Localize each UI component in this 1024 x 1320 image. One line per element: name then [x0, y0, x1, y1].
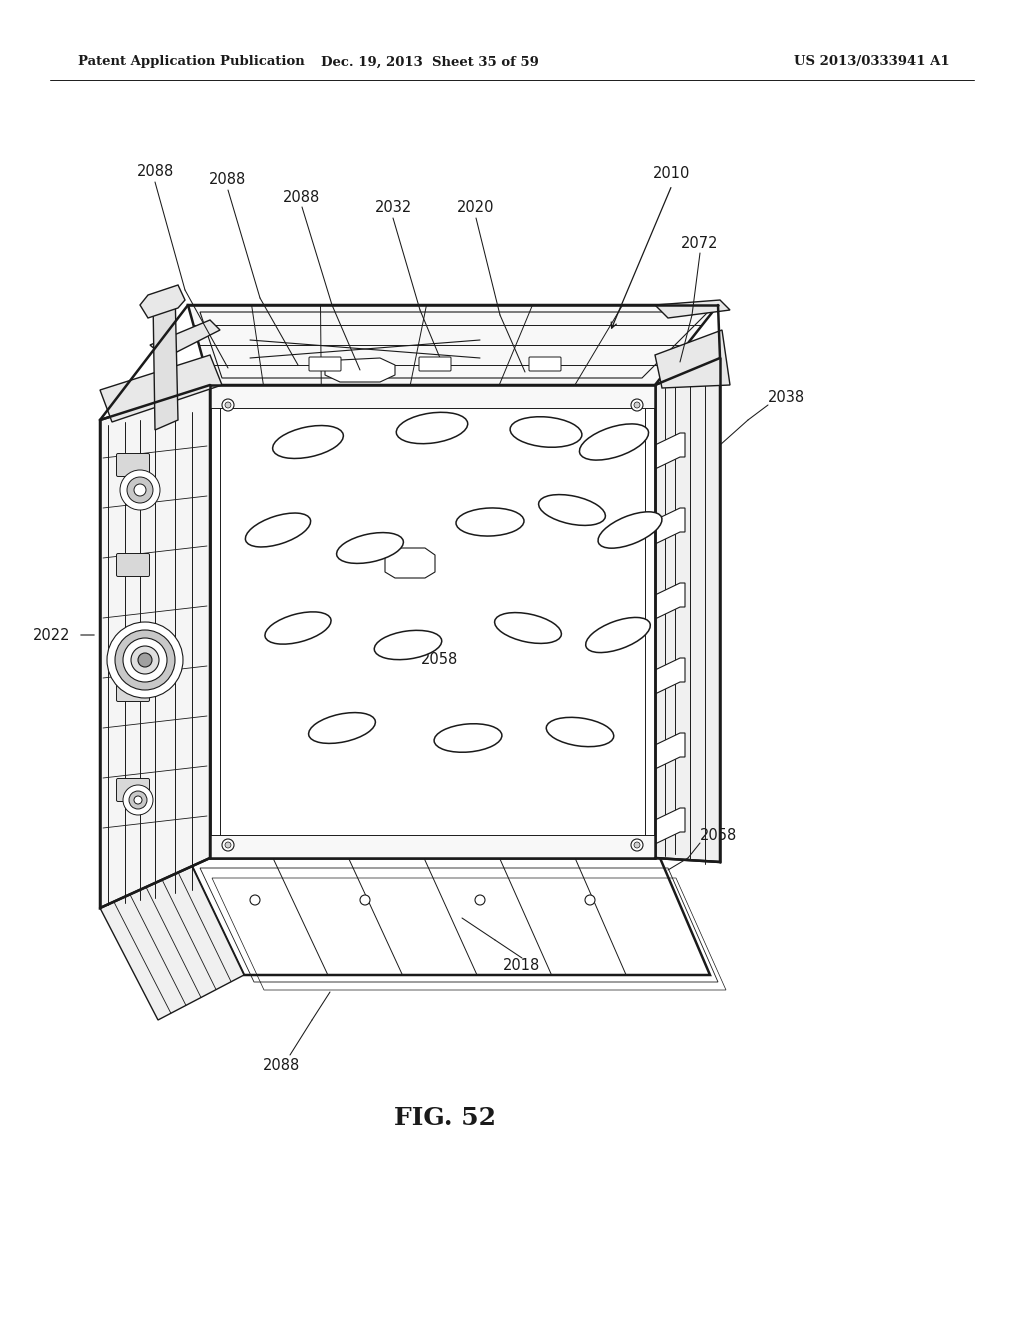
Text: 2038: 2038: [768, 391, 805, 405]
Polygon shape: [210, 385, 655, 858]
Text: Dec. 19, 2013  Sheet 35 of 59: Dec. 19, 2013 Sheet 35 of 59: [322, 55, 539, 69]
Polygon shape: [140, 285, 185, 318]
Circle shape: [585, 895, 595, 906]
FancyBboxPatch shape: [117, 454, 150, 477]
FancyBboxPatch shape: [117, 779, 150, 801]
Polygon shape: [210, 385, 655, 408]
Circle shape: [634, 403, 640, 408]
FancyBboxPatch shape: [529, 356, 561, 371]
Polygon shape: [153, 290, 178, 430]
Circle shape: [123, 785, 153, 814]
Ellipse shape: [246, 513, 310, 546]
Polygon shape: [188, 305, 718, 385]
Circle shape: [127, 477, 153, 503]
Circle shape: [123, 638, 167, 682]
Circle shape: [225, 403, 231, 408]
Ellipse shape: [456, 508, 524, 536]
Circle shape: [120, 470, 160, 510]
Text: 2018: 2018: [504, 958, 541, 974]
Text: 2058: 2058: [700, 829, 737, 843]
Circle shape: [631, 840, 643, 851]
Text: FIG. 52: FIG. 52: [394, 1106, 496, 1130]
FancyBboxPatch shape: [419, 356, 451, 371]
Text: 2022: 2022: [33, 627, 71, 643]
Circle shape: [222, 399, 234, 411]
Ellipse shape: [375, 631, 441, 660]
Ellipse shape: [272, 425, 343, 458]
FancyBboxPatch shape: [117, 678, 150, 701]
Ellipse shape: [598, 512, 662, 548]
Polygon shape: [100, 355, 222, 422]
Text: 2088: 2088: [284, 190, 321, 205]
Ellipse shape: [396, 412, 468, 444]
Polygon shape: [100, 858, 244, 1020]
Polygon shape: [655, 657, 685, 694]
Text: 2088: 2088: [209, 173, 247, 187]
Polygon shape: [325, 358, 395, 381]
Ellipse shape: [337, 532, 403, 564]
Text: 2088: 2088: [136, 165, 174, 180]
Text: 2072: 2072: [681, 235, 719, 251]
Polygon shape: [655, 433, 685, 469]
Circle shape: [134, 796, 142, 804]
Circle shape: [631, 399, 643, 411]
Circle shape: [115, 630, 175, 690]
Polygon shape: [655, 733, 685, 770]
Ellipse shape: [265, 612, 331, 644]
Text: 2058: 2058: [421, 652, 459, 667]
Circle shape: [475, 895, 485, 906]
Circle shape: [250, 895, 260, 906]
Polygon shape: [188, 858, 710, 975]
Circle shape: [138, 653, 152, 667]
Text: 2088: 2088: [263, 1057, 301, 1072]
Polygon shape: [655, 330, 730, 388]
Ellipse shape: [539, 495, 605, 525]
Circle shape: [225, 842, 231, 847]
Circle shape: [129, 791, 147, 809]
Circle shape: [634, 842, 640, 847]
Ellipse shape: [308, 713, 376, 743]
Circle shape: [131, 645, 159, 675]
Polygon shape: [655, 358, 720, 862]
Polygon shape: [655, 300, 730, 318]
Polygon shape: [150, 319, 220, 358]
Ellipse shape: [580, 424, 648, 461]
Polygon shape: [655, 808, 685, 843]
Polygon shape: [655, 508, 685, 544]
FancyBboxPatch shape: [309, 356, 341, 371]
Ellipse shape: [546, 717, 613, 747]
Ellipse shape: [586, 618, 650, 652]
Ellipse shape: [434, 723, 502, 752]
Circle shape: [134, 484, 146, 496]
Circle shape: [360, 895, 370, 906]
Text: US 2013/0333941 A1: US 2013/0333941 A1: [795, 55, 950, 69]
Text: 2032: 2032: [375, 199, 412, 214]
Polygon shape: [210, 836, 655, 858]
FancyBboxPatch shape: [117, 553, 150, 577]
Circle shape: [222, 840, 234, 851]
Polygon shape: [385, 548, 435, 578]
Circle shape: [106, 622, 183, 698]
Ellipse shape: [510, 417, 582, 447]
Text: Patent Application Publication: Patent Application Publication: [78, 55, 305, 69]
Ellipse shape: [495, 612, 561, 643]
Text: 2010: 2010: [653, 166, 690, 181]
Text: 2020: 2020: [458, 199, 495, 214]
Polygon shape: [655, 583, 685, 619]
Polygon shape: [100, 385, 210, 908]
